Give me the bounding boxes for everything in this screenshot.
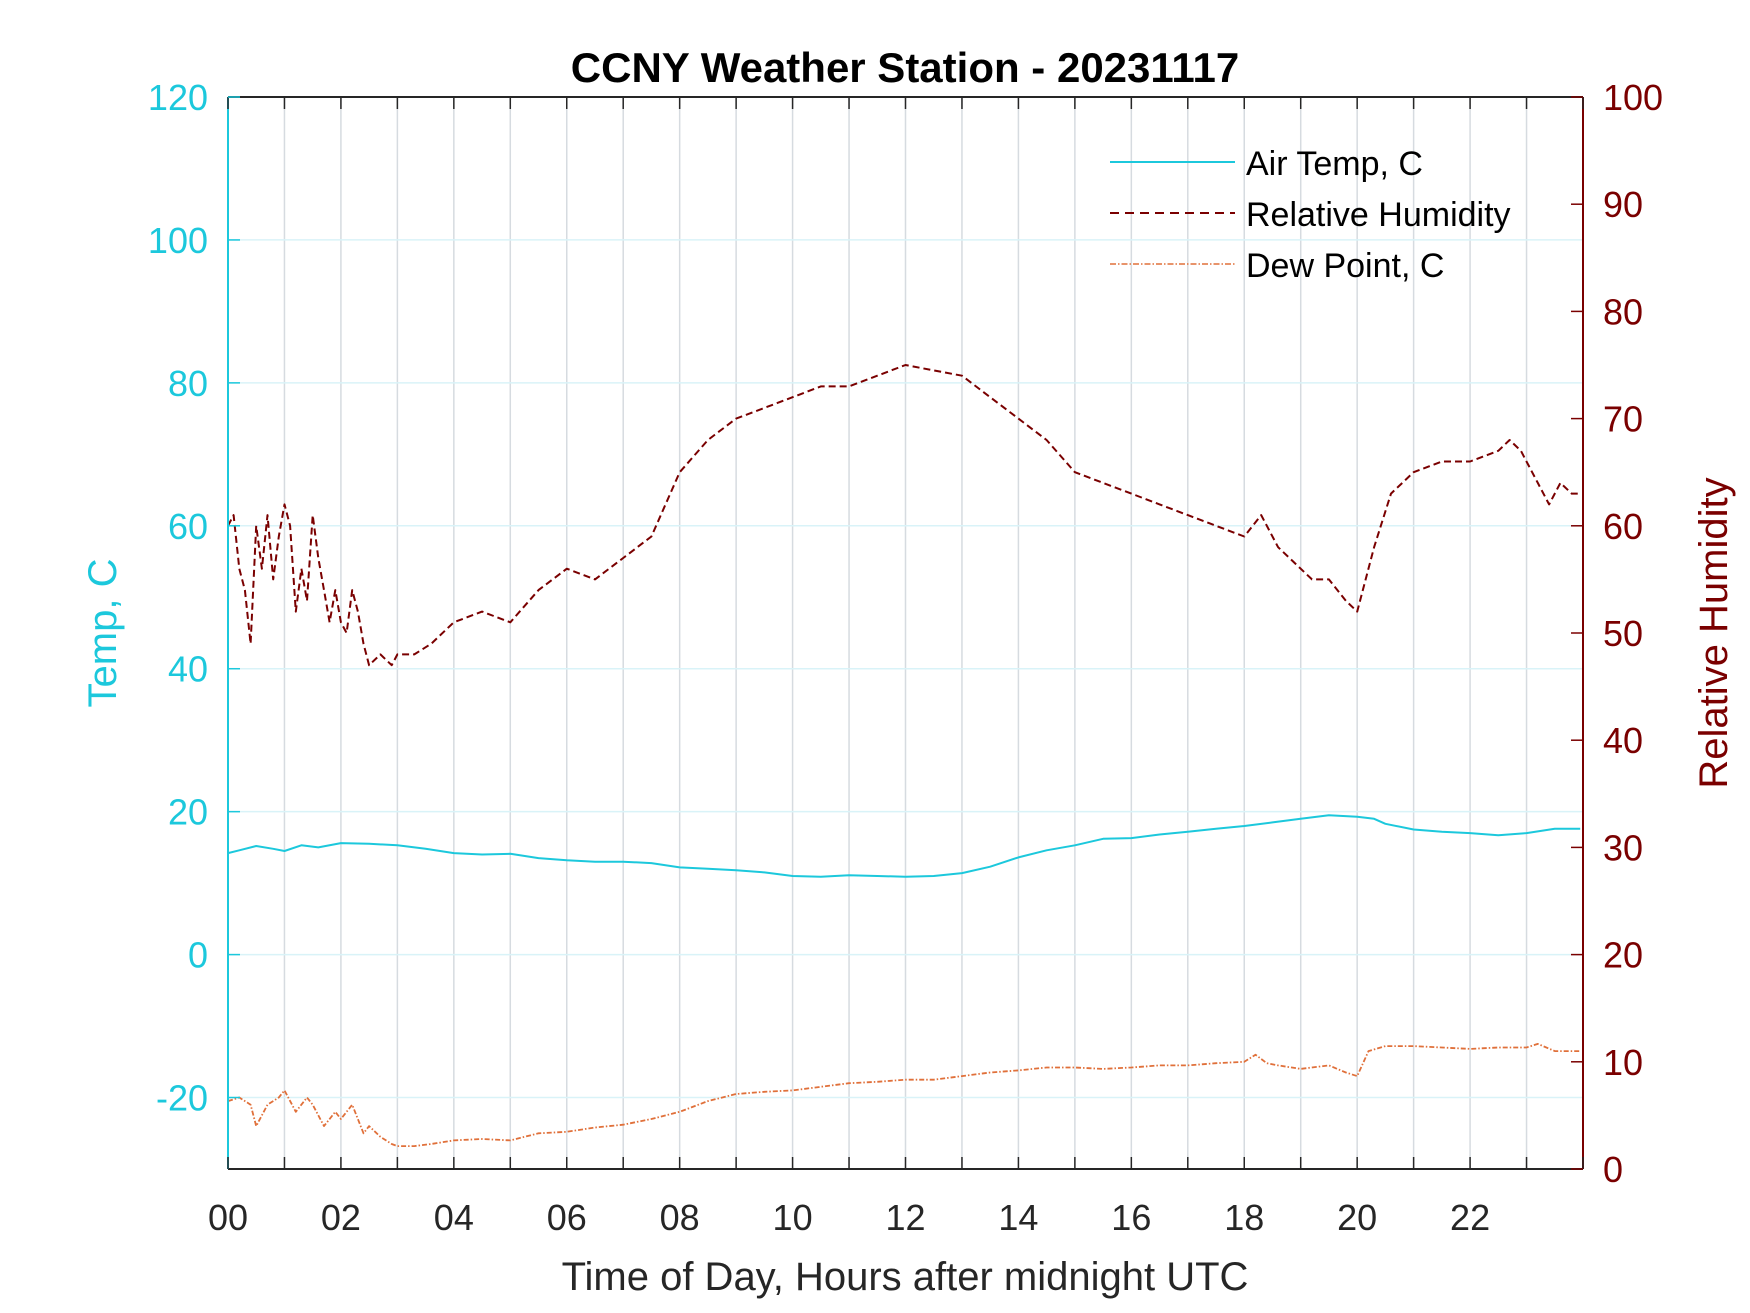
- y-left-axis-label: Temp, C: [81, 559, 125, 708]
- y-right-tick-label: 0: [1603, 1149, 1623, 1190]
- x-tick-label: 14: [998, 1197, 1038, 1238]
- x-tick-label: 22: [1450, 1197, 1490, 1238]
- chart-title: CCNY Weather Station - 20231117: [571, 44, 1239, 91]
- x-tick-label: 02: [321, 1197, 361, 1238]
- x-tick-label: 16: [1111, 1197, 1151, 1238]
- series-relative-humidity-line: [227, 364, 1581, 667]
- x-tick-label: 08: [660, 1197, 700, 1238]
- legend: Air Temp, C Relative Humidity Dew Point,…: [1110, 145, 1511, 285]
- x-axis-label: Time of Day, Hours after midnight UTC: [562, 1255, 1249, 1299]
- y-right-tick-label: 20: [1603, 935, 1643, 976]
- y-left-tick-label: -20: [156, 1078, 208, 1119]
- vertical-grid: [283, 97, 1528, 1169]
- y-right-axis-label: Relative Humidity: [1692, 477, 1736, 788]
- x-tick-label: 06: [547, 1197, 587, 1238]
- x-ticks: 00 02 04 06 08 10 12 14 16 18 20 22: [208, 97, 1584, 1238]
- y-right-tick-label: 80: [1603, 291, 1643, 332]
- y-left-tick-label: 20: [168, 792, 208, 833]
- x-tick-label: 18: [1224, 1197, 1264, 1238]
- y-right-tick-label: 70: [1603, 399, 1643, 440]
- y-left-tick-label: 0: [188, 935, 208, 976]
- series-dew-point-line: [227, 1043, 1581, 1147]
- x-tick-label: 00: [208, 1197, 248, 1238]
- y-right-tick-label: 60: [1603, 506, 1643, 547]
- legend-label-relative-humidity: Relative Humidity: [1246, 196, 1511, 234]
- y-left-tick-label: 100: [148, 220, 208, 261]
- x-tick-label: 20: [1337, 1197, 1377, 1238]
- y-right-tick-label: 50: [1603, 613, 1643, 654]
- legend-label-air-temp: Air Temp, C: [1246, 145, 1423, 183]
- series-air-temp-line: [227, 814, 1581, 878]
- y-left-tick-label: 80: [168, 363, 208, 404]
- y-left-tick-label: 120: [148, 77, 208, 118]
- y-right-tick-label: 10: [1603, 1042, 1643, 1083]
- y-right-ticks: 0 10 20 30 40 50 60 70 80 90 100: [1571, 77, 1663, 1190]
- y-left-ticks: -20 0 20 40 60 80 100 120: [148, 77, 240, 1119]
- legend-label-dew-point: Dew Point, C: [1246, 247, 1444, 285]
- y-right-tick-label: 40: [1603, 720, 1643, 761]
- series-layer: [227, 364, 1581, 1147]
- y-right-tick-label: 30: [1603, 827, 1643, 868]
- y-right-tick-label: 90: [1603, 184, 1643, 225]
- x-tick-label: 12: [885, 1197, 925, 1238]
- y-left-tick-label: 60: [168, 506, 208, 547]
- y-right-tick-label: 100: [1603, 77, 1663, 118]
- x-tick-label: 10: [773, 1197, 813, 1238]
- y-left-tick-label: 40: [168, 649, 208, 690]
- x-tick-label: 04: [434, 1197, 474, 1238]
